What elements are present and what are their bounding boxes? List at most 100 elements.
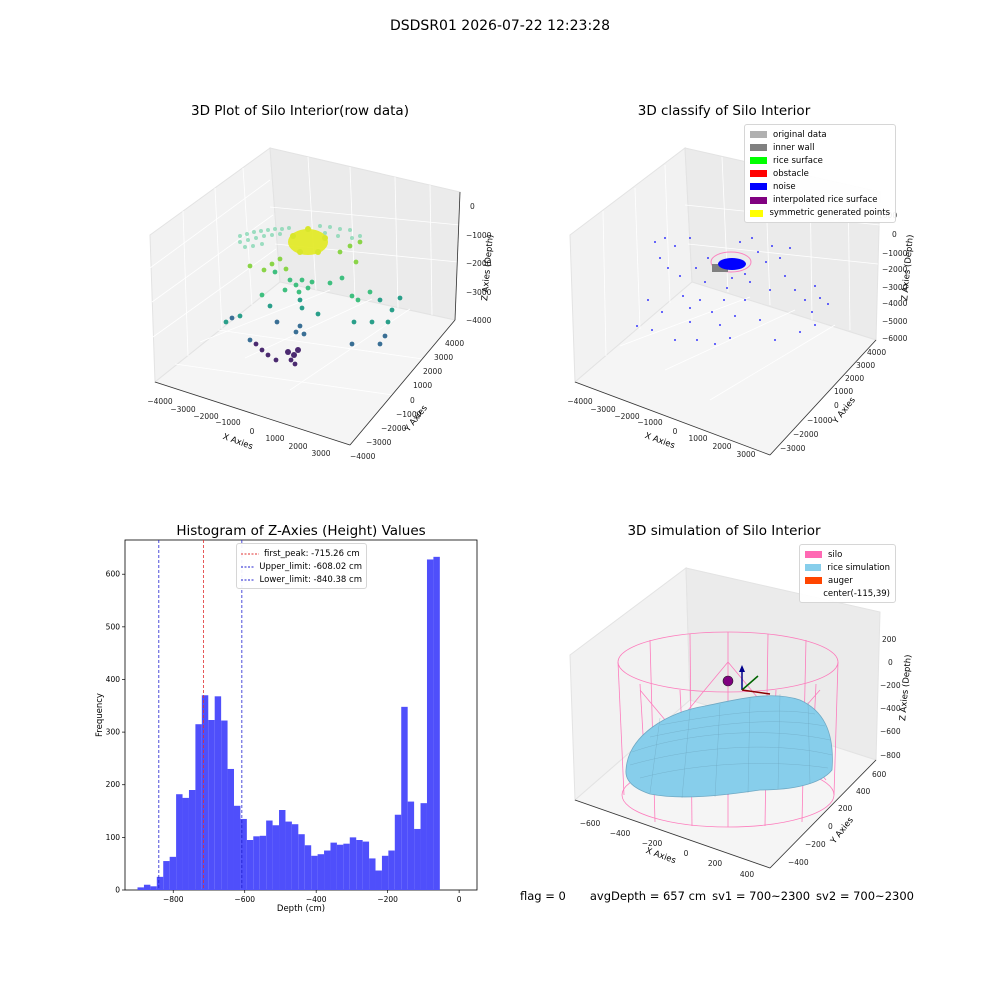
svg-text:−400: −400 [610, 829, 631, 838]
svg-text:−3000: −3000 [366, 438, 392, 447]
svg-text:0: 0 [834, 401, 839, 410]
panel4-title: 3D simulation of Silo Interior [627, 523, 821, 539]
svg-text:3000: 3000 [736, 450, 755, 459]
svg-text:−600: −600 [580, 819, 601, 828]
legend-item-silo: silo [805, 548, 890, 561]
z-axis-ticks: 0 −1000 −2000 −3000 −4000 [466, 202, 492, 325]
histogram-bar [324, 850, 331, 890]
histogram-bar [272, 825, 280, 890]
histogram-bar [394, 814, 402, 890]
svg-text:0: 0 [892, 230, 897, 239]
panel3-title: Histogram of Z-Axies (Height) Values [176, 523, 426, 539]
svg-text:200: 200 [838, 804, 853, 813]
x-axis-ticks: −4000−3000−2000−1000 0 1000 2000 3000 [567, 397, 755, 459]
histogram-bar [426, 559, 434, 890]
histogram-bar [169, 856, 177, 890]
svg-text:−3000: −3000 [882, 283, 908, 292]
histogram-bar [279, 810, 286, 890]
legend-item-noise: noise [750, 180, 890, 193]
y-tick-label: 600 [106, 570, 121, 579]
legend-swatch [750, 131, 767, 139]
histogram-legend: first_peak: -715.26 cm Upper_limit: -608… [236, 543, 367, 590]
x-axis-label: Depth (cm) [277, 904, 325, 914]
svg-text:4000: 4000 [445, 339, 464, 348]
legend-item-lower-limit: Lower_limit: -840.38 cm [241, 573, 362, 586]
histogram-bar [221, 720, 228, 890]
histogram-bar [253, 836, 260, 890]
x-axis-ticks: −800 −600 −400 −200 0 [163, 890, 462, 904]
y-axis-label: Frequency [95, 693, 105, 737]
legend-item-center: center(-115,39) [805, 587, 890, 600]
histogram-bar [163, 861, 170, 890]
status-sv1: sv1 = 700~2300 [712, 889, 811, 903]
histogram-bar [176, 794, 183, 890]
legend-swatch [750, 157, 767, 165]
svg-text:1000: 1000 [688, 434, 707, 443]
histogram-bar [356, 840, 363, 890]
x-tick-label: −200 [377, 895, 398, 904]
histogram-bar [381, 855, 389, 890]
legend-swatch [805, 577, 822, 585]
x-tick-label: −800 [163, 895, 184, 904]
z-axis-ticks: 200 0 −200 −400 −600 −800 [880, 635, 901, 760]
center-marker [722, 675, 734, 687]
legend-item-symmetric: symmetric generated points [750, 207, 890, 220]
histogram-bar [343, 843, 350, 890]
histogram-bar [188, 790, 196, 890]
histogram-bar [182, 797, 189, 890]
legend-line-red [241, 553, 259, 554]
histogram-bar [349, 837, 357, 890]
legend-item-interpolated: interpolated rice surface [750, 193, 890, 206]
histogram-bar [266, 820, 273, 890]
legend-item-rice-surface: rice surface [750, 154, 890, 167]
svg-text:2000: 2000 [845, 374, 864, 383]
legend-swatch [750, 170, 767, 178]
histogram-bar [208, 720, 215, 890]
histogram-bar [369, 858, 376, 890]
grid-lines [149, 156, 461, 397]
histogram-bar [214, 696, 222, 890]
histogram-bar [330, 842, 337, 890]
svg-text:−4000: −4000 [147, 397, 173, 406]
histogram-bar [298, 834, 305, 890]
x-tick-label: −400 [306, 895, 327, 904]
auger-axes [739, 665, 771, 695]
histogram-bar [156, 876, 164, 890]
svg-text:4000: 4000 [867, 348, 886, 357]
svg-text:−1000: −1000 [807, 416, 833, 425]
histogram-bar [246, 840, 254, 890]
z-axis-label: Z Axies (Depth) [900, 234, 916, 301]
legend-item-original-data: original data [750, 128, 890, 141]
svg-text:−1000: −1000 [637, 418, 663, 427]
svg-text:−1000: −1000 [466, 231, 492, 240]
histogram-bar [259, 835, 267, 890]
legend-item-first-peak: first_peak: -715.26 cm [241, 547, 362, 560]
figure-suptitle: DSDSR01 2026-07-22 12:23:28 [389, 18, 610, 34]
svg-text:−2000: −2000 [466, 259, 492, 268]
histogram-bars [137, 556, 440, 890]
legend-swatch [750, 209, 764, 217]
svg-text:−5000: −5000 [882, 317, 908, 326]
x-tick-label: −600 [234, 895, 255, 904]
histogram-bar [227, 768, 234, 890]
legend-swatch [805, 564, 822, 572]
svg-text:−200: −200 [805, 840, 826, 849]
status-sv2: sv2 = 700~2300 [816, 889, 914, 903]
histogram-bar [420, 803, 427, 890]
z-axis-label: Z Axies (Depth) [480, 234, 496, 301]
scatter-points [223, 224, 403, 367]
histogram-bar [201, 695, 209, 890]
svg-text:−4000: −4000 [466, 316, 492, 325]
noise-points [636, 237, 829, 345]
histogram-bar [375, 870, 382, 890]
svg-text:2000: 2000 [288, 442, 307, 451]
svg-text:−2000: −2000 [793, 430, 819, 439]
svg-text:2000: 2000 [712, 442, 731, 451]
rice-simulation-surface [625, 695, 833, 798]
svg-text:400: 400 [740, 870, 755, 879]
histogram-bar [137, 887, 144, 890]
svg-text:3000: 3000 [311, 449, 330, 458]
inner-wall-block [712, 264, 728, 272]
svg-text:0: 0 [410, 396, 415, 405]
